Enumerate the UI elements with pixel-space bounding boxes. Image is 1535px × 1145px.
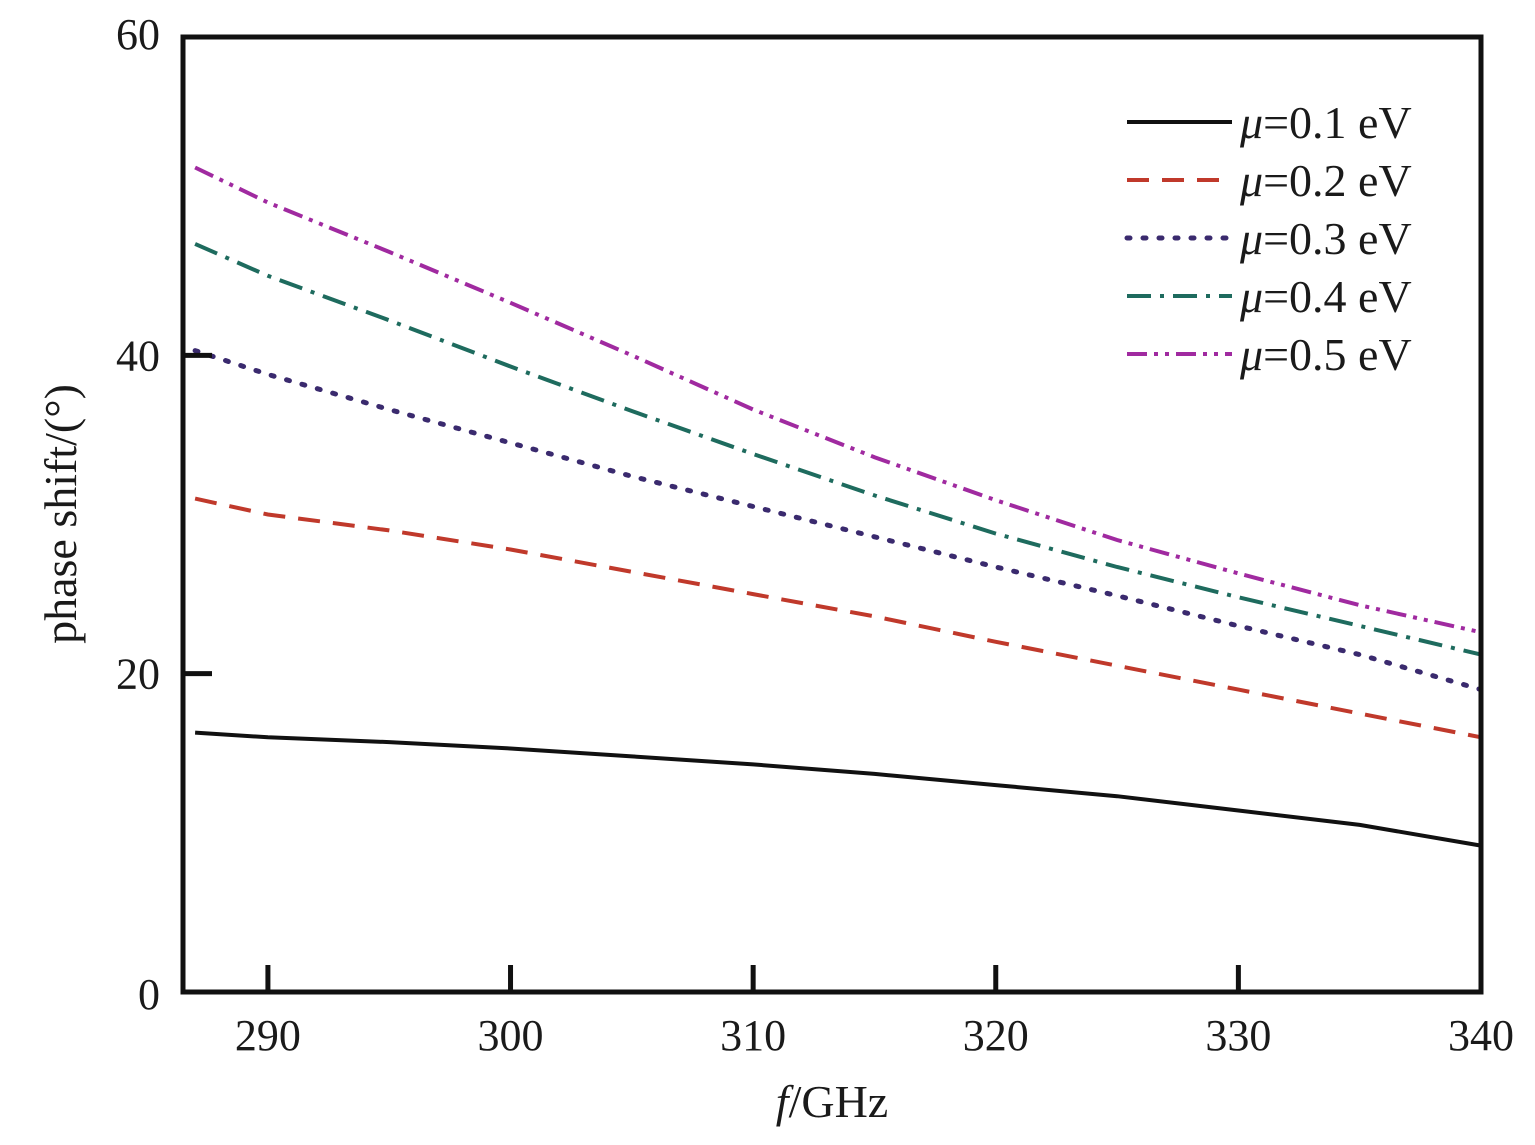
y-tick-label: 60 xyxy=(116,10,160,59)
x-tick-label: 310 xyxy=(720,1011,786,1060)
x-axis-title: f/GHz xyxy=(776,1076,888,1127)
legend-label-3: μ=0.3 eV xyxy=(1239,213,1412,264)
x-tick-label: 330 xyxy=(1205,1011,1271,1060)
legend-label-5: μ=0.5 eV xyxy=(1239,329,1412,380)
legend-symbol: μ xyxy=(1239,213,1263,264)
series-line-2 xyxy=(194,496,1482,740)
series-line-4 xyxy=(194,242,1482,657)
legend-label-1: μ=0.1 eV xyxy=(1239,97,1412,148)
x-tick-label: 320 xyxy=(963,1011,1029,1060)
legend: μ=0.1 eVμ=0.2 eVμ=0.3 eVμ=0.4 eVμ=0.5 eV xyxy=(1124,97,1412,380)
legend-name: =0.2 eV xyxy=(1263,155,1412,206)
y-tick-label: 20 xyxy=(116,650,160,699)
ticks-layer: 290 300 310 320 330 340 0 20 40 60 xyxy=(116,10,1514,1060)
x-tick-label: 300 xyxy=(478,1011,544,1060)
series-layer xyxy=(192,165,1484,848)
legend-name: =0.5 eV xyxy=(1263,329,1412,380)
legend-label-4: μ=0.4 eV xyxy=(1239,271,1412,322)
series-line-3 xyxy=(192,348,1484,693)
series-line-1 xyxy=(194,730,1482,848)
legend-symbol: μ xyxy=(1239,155,1263,206)
legend-symbol: μ xyxy=(1239,271,1263,322)
x-tick-label: 340 xyxy=(1448,1011,1514,1060)
y-axis-title: phase shift/(°) xyxy=(35,384,86,644)
legend-name: =0.3 eV xyxy=(1263,213,1412,264)
legend-symbol: μ xyxy=(1239,97,1263,148)
legend-name: =0.4 eV xyxy=(1263,271,1412,322)
plot-frame xyxy=(180,34,1484,995)
y-tick-label: 40 xyxy=(116,331,160,380)
legend-label-2: μ=0.2 eV xyxy=(1239,155,1412,206)
x-tick-label: 290 xyxy=(235,1011,301,1060)
legend-name: =0.1 eV xyxy=(1263,97,1412,148)
series-line-5 xyxy=(194,165,1482,635)
x-axis-title-unit: /GHz xyxy=(789,1076,889,1127)
legend-symbol: μ xyxy=(1239,329,1263,380)
y-tick-label: 0 xyxy=(138,970,160,1019)
